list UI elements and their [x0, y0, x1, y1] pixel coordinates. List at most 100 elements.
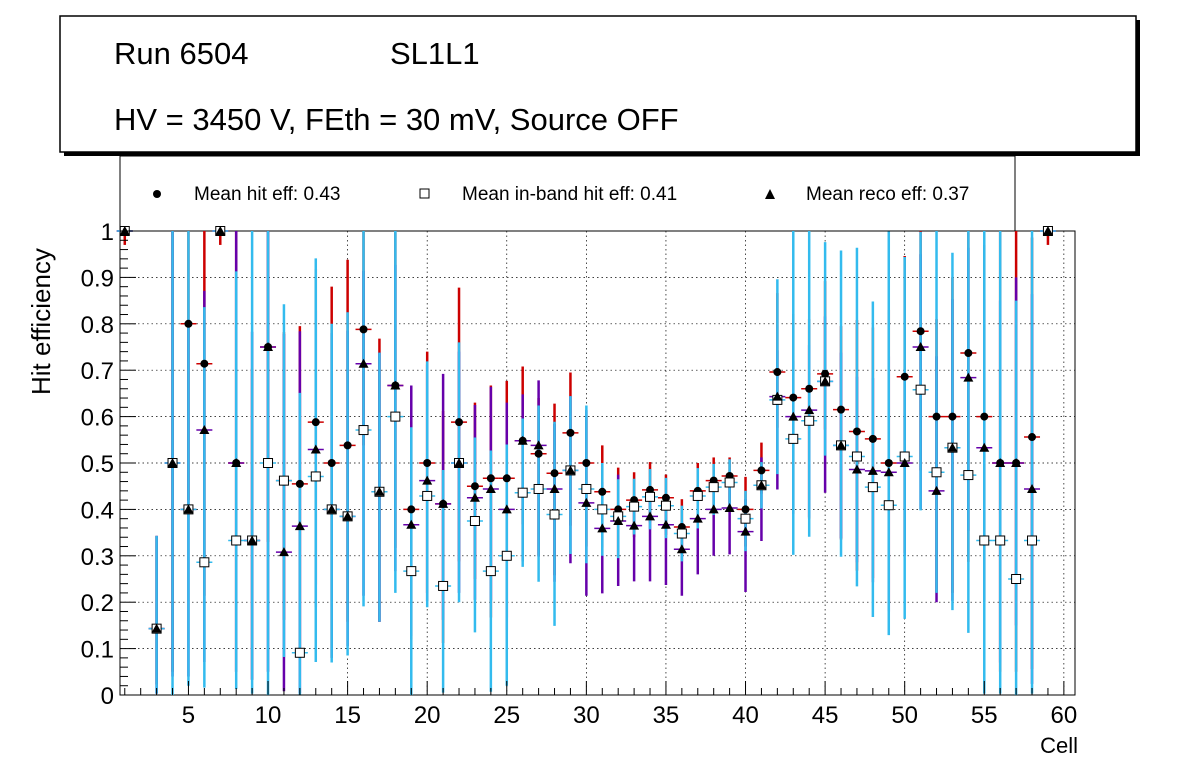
inband-point [995, 535, 1006, 546]
inband-point [883, 500, 894, 511]
reco-point [294, 521, 305, 531]
inband-point [422, 490, 433, 501]
reco-point [724, 503, 735, 513]
reco-point [310, 444, 321, 454]
inband-point [517, 487, 528, 498]
x-tick-label: 15 [334, 702, 361, 729]
inband-point [231, 535, 242, 546]
x-tick-label: 35 [653, 702, 680, 729]
reco-point [581, 497, 592, 507]
inband-point [660, 500, 671, 511]
hit-point [550, 469, 559, 478]
inband-point [645, 491, 656, 502]
reco-point [199, 425, 210, 435]
inband-point [533, 483, 544, 494]
inband-point [1027, 535, 1038, 546]
reco-point [263, 342, 274, 351]
hit-point [868, 434, 877, 443]
data-markers [119, 226, 1053, 658]
reco-point [708, 504, 719, 514]
legend-inband-label: Mean in-band hit eff: 0.41 [462, 184, 677, 205]
inband-point [915, 384, 926, 395]
y-tick-label: 0.8 [81, 312, 114, 339]
reco-point [836, 440, 847, 450]
inband-point [629, 501, 640, 512]
axes: 5 10 15 20 25 30 35 40 45 50 55 60 0 0.1 0.2 0.3 0.4 0.5 0… [81, 219, 1078, 729]
inband-point [358, 425, 369, 436]
y-tick-label: 0.6 [81, 405, 114, 432]
inband-point [581, 483, 592, 494]
x-tick-label: 25 [493, 702, 520, 729]
hit-point [884, 459, 893, 467]
title-box-frame [59, 15, 1137, 153]
hit-point [741, 505, 750, 514]
inband-point [549, 509, 560, 520]
inband-point [708, 482, 719, 493]
y-tick-label: 0.7 [81, 358, 114, 385]
inband-point [724, 477, 735, 488]
x-tick-label: 20 [414, 702, 441, 729]
inband-point [278, 475, 289, 486]
inband-point [979, 535, 990, 546]
reco-point [899, 458, 910, 467]
reco-point [438, 498, 449, 508]
title-box: Run 6504 SL1L1 HV = 3450 V, FEth = 30 mV… [59, 15, 1140, 156]
reco-point [358, 358, 369, 368]
reco-point [533, 440, 544, 450]
hit-point [407, 505, 416, 514]
hit-point [566, 428, 575, 437]
hit-point [661, 493, 670, 502]
inband-point [676, 528, 687, 539]
reco-point [549, 483, 560, 493]
legend-reco-marker [765, 189, 775, 199]
hit-point [916, 327, 925, 336]
inband-point [469, 516, 480, 526]
reco-point [883, 467, 894, 477]
inband-point [740, 513, 751, 524]
layer-label: SL1L1 [390, 36, 480, 71]
inband-point [931, 467, 942, 478]
reco-point [231, 458, 242, 467]
run-label: Run 6504 [114, 36, 248, 71]
inband-point [1011, 574, 1022, 584]
reco-point [1027, 483, 1038, 493]
legend-inband-marker [419, 188, 430, 199]
y-tick-label: 0.4 [81, 497, 114, 524]
reco-point [629, 520, 640, 530]
x-tick-label: 5 [182, 702, 195, 729]
hit-point [184, 319, 193, 328]
reco-point [676, 544, 687, 554]
hit-point [423, 459, 432, 467]
legend-reco-label: Mean reco eff: 0.37 [806, 184, 969, 205]
inband-point [199, 557, 210, 568]
y-tick-label: 0.5 [81, 451, 114, 478]
hit-point [455, 418, 464, 427]
hit-point [534, 449, 543, 458]
reco-point [278, 547, 289, 557]
inband-point [851, 451, 862, 462]
x-tick-label: 30 [573, 702, 600, 729]
reco-point [820, 376, 831, 386]
hit-point [837, 405, 846, 414]
inband-point [310, 471, 321, 482]
reco-point [517, 435, 528, 445]
y-tick-label: 0.3 [81, 544, 114, 571]
conditions-label: HV = 3450 V, FEth = 30 mV, Source OFF [114, 102, 679, 137]
hit-point [343, 441, 352, 450]
y-tick-label: 0 [101, 683, 114, 710]
reco-point [422, 475, 433, 485]
reco-point [597, 523, 608, 533]
reco-point [501, 504, 512, 514]
y-tick-label: 1 [101, 219, 114, 246]
reco-point [613, 516, 624, 525]
legend-frame [119, 155, 1016, 232]
hit-point [486, 474, 495, 483]
y-axis-label: Hit efficiency [26, 248, 56, 395]
reco-point [151, 623, 162, 633]
hit-point [932, 412, 941, 421]
reco-point [390, 380, 401, 390]
reco-point [183, 504, 194, 514]
inband-point [804, 415, 815, 426]
hit-point [582, 459, 591, 467]
